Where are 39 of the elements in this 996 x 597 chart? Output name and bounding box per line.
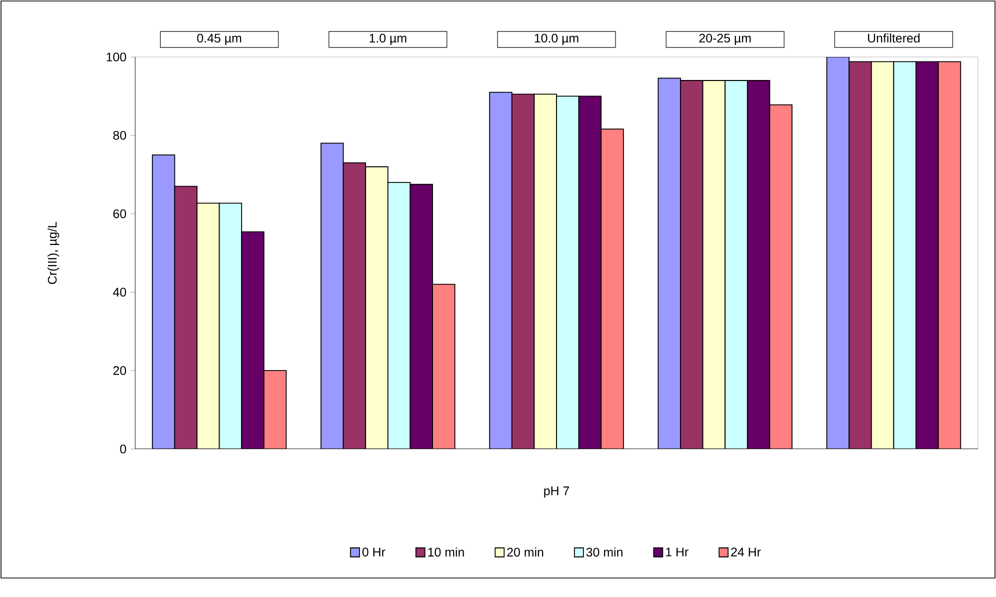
bar: [556, 96, 580, 449]
y-tick-label: 20: [113, 366, 126, 375]
bar: [870, 61, 894, 449]
y-tick-label: 60: [113, 209, 126, 218]
bar: [263, 370, 287, 449]
legend-label: 1 Hr: [666, 548, 688, 556]
bar: [658, 78, 681, 449]
bar: [769, 104, 792, 449]
bar: [724, 80, 748, 449]
bar: [702, 80, 726, 449]
legend-label: 20 min: [507, 547, 544, 557]
bar: [320, 142, 344, 449]
y-tick-label: 0: [120, 444, 126, 454]
y-axis-title: Cr(III), µg/L: [48, 222, 60, 284]
y-tick-label: 40: [113, 288, 126, 297]
bar: [365, 166, 388, 449]
x-tick-label: 20-25 µm: [699, 34, 751, 46]
x-tick-label: 0.45 µm: [197, 34, 242, 46]
legend-label: 30 min: [586, 547, 622, 557]
x-axis-title: pH 7: [544, 486, 570, 498]
bar: [196, 202, 220, 449]
bar: [152, 154, 176, 449]
x-tick-label: Unfiltered: [868, 33, 920, 43]
bar: [489, 92, 512, 449]
bar: [534, 94, 557, 449]
y-tick-label: 80: [113, 130, 126, 140]
bar: [826, 56, 850, 449]
legend-label: 0 Hr: [362, 548, 386, 556]
x-tick-label: 1.0 µm: [370, 34, 406, 46]
legend-label: 10 min: [428, 547, 464, 557]
bar: [893, 61, 916, 449]
bar: [938, 61, 962, 449]
legend-label: 24 Hr: [731, 548, 761, 556]
x-tick-label: 10.0 µm: [534, 34, 578, 46]
bar: [387, 182, 411, 449]
bar: [600, 128, 624, 449]
y-tick-label: 100: [106, 52, 126, 62]
bar: [432, 284, 456, 449]
bar: [218, 202, 242, 449]
